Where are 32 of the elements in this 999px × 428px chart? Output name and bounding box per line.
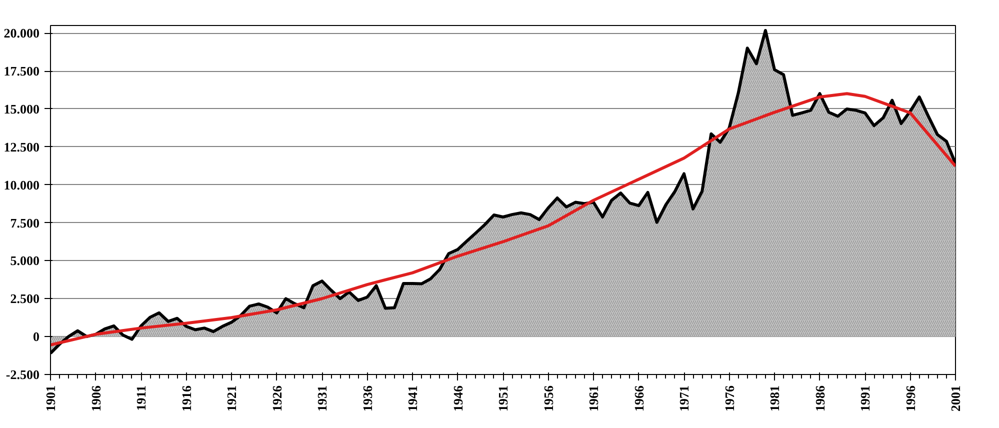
y-tick-label: 10.000 [4,177,40,192]
y-tick-label: 17.500 [4,64,40,79]
x-tick-label: 1966 [631,385,646,412]
x-tick-label: 1976 [722,385,737,412]
x-tick-label: 1936 [360,385,375,412]
x-tick-label: 1991 [858,386,872,412]
y-tick-label: 7.500 [10,215,40,230]
x-tick-label: 1996 [902,385,918,412]
x-tick-label: 1951 [496,386,510,412]
x-tick-label: 1961 [586,386,601,412]
x-tick-label: 1971 [676,386,692,412]
x-tick-label: 1916 [178,385,194,412]
x-tick-label: 1981 [767,386,782,412]
y-tick-label: 12.500 [4,139,40,154]
x-tick-label: 1926 [269,385,284,412]
y-tick-label: 15.000 [4,101,40,116]
y-tick-label: 5.000 [10,253,40,268]
x-tick-label: 2001 [948,386,963,412]
x-tick-label: 1901 [43,386,58,412]
x-tick-label: 1911 [134,385,148,411]
x-tick-label: 1946 [450,385,466,412]
y-tick-label: 2.500 [10,291,40,306]
y-tick-label: 0 [33,329,40,344]
x-tick-label: 1921 [224,386,239,412]
x-tick-label: 1906 [88,385,104,412]
line-series [50,92,956,346]
y-tick-label: 20.000 [4,26,40,41]
x-tick-label: 1986 [812,385,828,412]
x-tick-label: 1956 [540,385,556,412]
y-tick-label: -2.500 [6,367,40,382]
x-tick-label: 1931 [314,386,330,412]
x-tick-label: 1941 [405,386,420,412]
